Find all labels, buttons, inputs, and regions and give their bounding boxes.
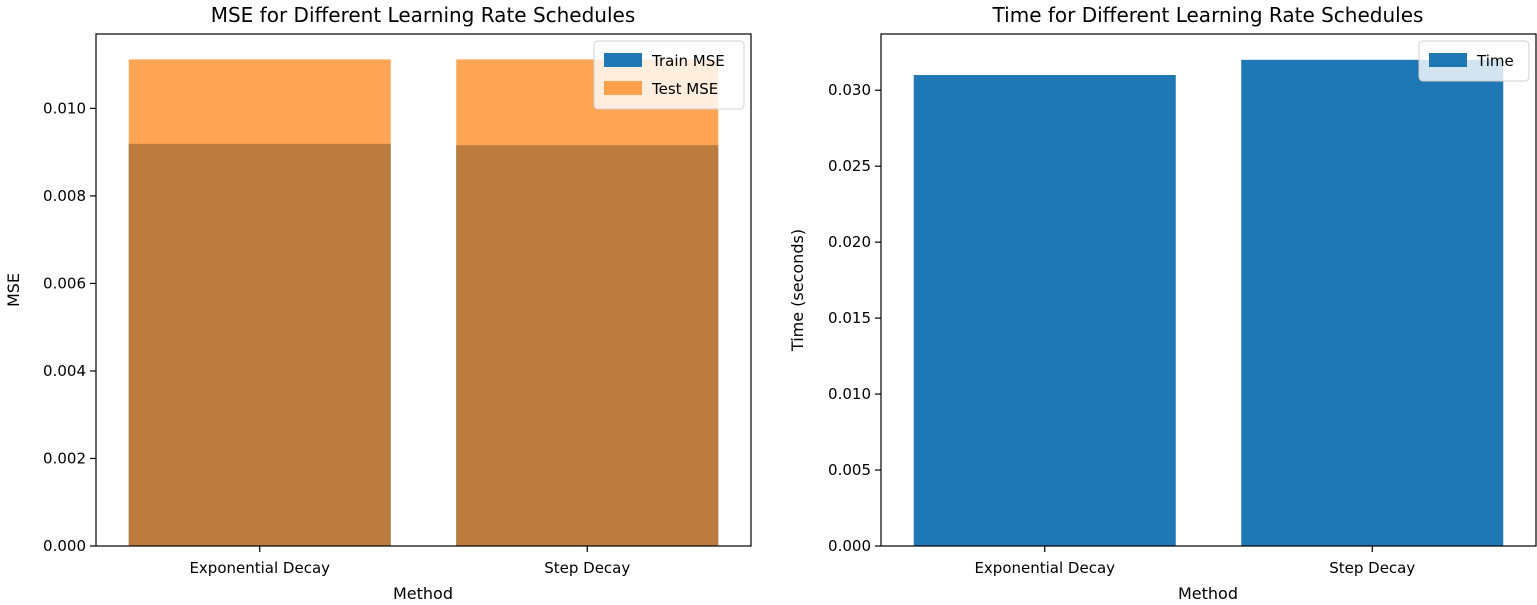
y-tick-label: 0.020 <box>828 233 871 251</box>
y-tick-label: 0.005 <box>828 461 871 479</box>
legend-box <box>1418 40 1530 82</box>
axes-frame <box>95 33 752 547</box>
bar-test-mse-1 <box>456 59 719 546</box>
legend-swatch <box>604 53 642 67</box>
y-axis-label: Time (seconds) <box>788 229 807 352</box>
y-tick-label: 0.002 <box>43 449 86 467</box>
legend-swatch <box>604 81 642 95</box>
y-tick-label: 0.004 <box>43 362 86 380</box>
y-tick-label: 0.030 <box>828 81 871 99</box>
y-axis-label: MSE <box>4 273 23 307</box>
y-tick-label: 0.000 <box>828 537 871 555</box>
y-tick-label: 0.000 <box>43 537 86 555</box>
x-axis-label: Method <box>1178 584 1238 603</box>
y-tick-label: 0.015 <box>828 309 871 327</box>
chart-title: Time for Different Learning Rate Schedul… <box>992 3 1424 27</box>
chart-title: MSE for Different Learning Rate Schedule… <box>211 3 636 27</box>
bar-test-mse-0 <box>128 59 391 546</box>
legend-label: Test MSE <box>651 80 718 98</box>
bar-time-1 <box>1241 59 1504 547</box>
y-tick-label: 0.010 <box>828 385 871 403</box>
mse-chart: MSE for Different Learning Rate Schedule… <box>4 3 752 603</box>
y-tick-label: 0.008 <box>43 187 86 205</box>
legend: Time <box>1418 40 1530 82</box>
x-tick-label: Step Decay <box>544 559 630 577</box>
time-chart: Time for Different Learning Rate Schedul… <box>788 3 1537 603</box>
bar-time-0 <box>913 75 1176 546</box>
y-tick-label: 0.006 <box>43 274 86 292</box>
x-axis-label: Method <box>393 584 453 603</box>
x-tick-label: Exponential Decay <box>189 559 330 577</box>
axes-frame <box>880 33 1537 547</box>
legend-label: Train MSE <box>651 52 725 70</box>
x-tick-label: Exponential Decay <box>974 559 1115 577</box>
legend-swatch <box>1429 53 1467 67</box>
legend: Train MSE Test MSE <box>593 40 745 110</box>
legend-label: Time <box>1476 52 1514 70</box>
y-tick-label: 0.010 <box>43 99 86 117</box>
y-tick-label: 0.025 <box>828 157 871 175</box>
x-tick-label: Step Decay <box>1329 559 1415 577</box>
